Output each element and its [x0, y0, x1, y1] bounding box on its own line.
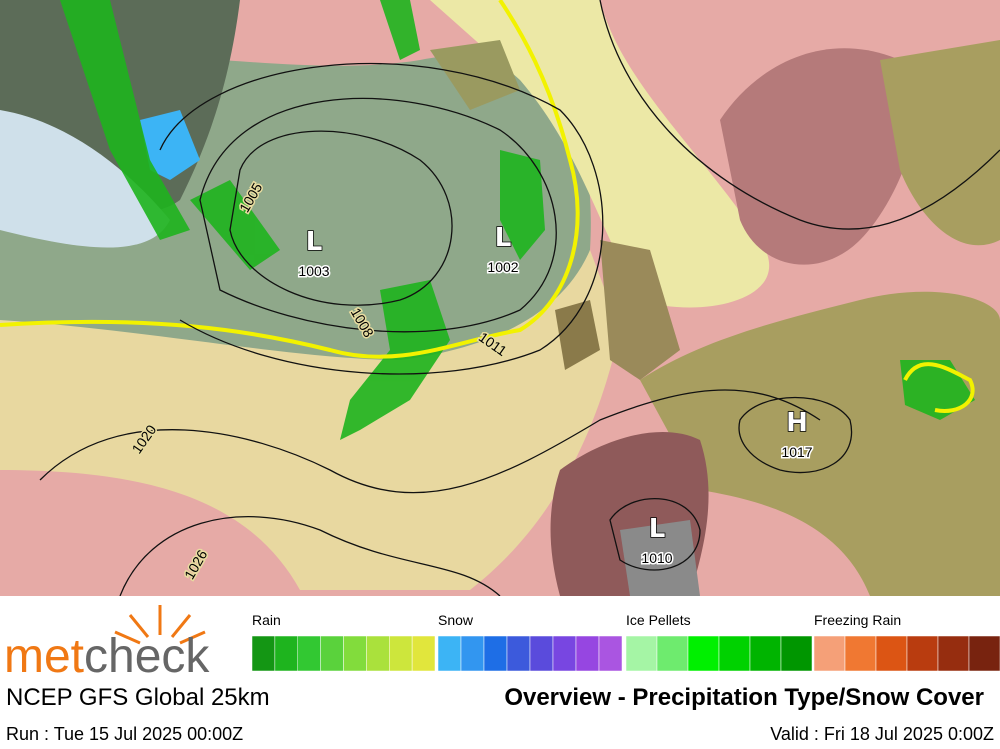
legend-label: Snow — [438, 612, 474, 628]
logo-sun-rays — [114, 605, 206, 645]
legend-swatch — [656, 635, 689, 672]
rain-area — [190, 180, 280, 270]
isobar — [738, 396, 853, 474]
logo-check: check — [84, 630, 210, 683]
legend-swatch — [320, 635, 344, 672]
model-name: NCEP GFS Global 25km — [6, 684, 270, 711]
legend-swatch — [274, 635, 298, 672]
snow-cover — [0, 110, 170, 248]
legend-swatch — [968, 635, 1000, 672]
pressure-value: 1010 — [641, 550, 672, 566]
legend-swatch — [552, 635, 577, 672]
legend-swatch — [937, 635, 970, 672]
map-title: Overview - Precipitation Type/Snow Cover — [504, 684, 984, 711]
legend-swatch — [366, 635, 390, 672]
snow-precip — [140, 110, 200, 180]
logo: metcheck — [4, 605, 210, 683]
legend-swatch — [844, 635, 877, 672]
ray — [114, 630, 141, 645]
logo-text: metcheck — [4, 630, 210, 683]
pressure-symbol: H — [786, 408, 808, 438]
rain-area — [60, 0, 190, 240]
pressure-symbol: L — [495, 223, 512, 253]
isobar — [599, 0, 1000, 230]
logo-met: met — [4, 630, 84, 683]
legend-label: Freezing Rain — [814, 612, 901, 628]
isobar — [229, 130, 453, 306]
legend-swatch — [718, 635, 751, 672]
legend-swatch — [749, 635, 782, 672]
legend-swatch — [506, 635, 531, 672]
legend-swatch — [625, 635, 658, 672]
freezing-line — [0, 0, 580, 359]
rain-area — [380, 0, 420, 60]
legend-swatch — [687, 635, 720, 672]
iceland — [430, 40, 520, 110]
pressure-value: 1002 — [487, 259, 518, 275]
valid-time: Valid : Fri 18 Jul 2025 0:00Z — [770, 724, 994, 744]
legend-swatch — [411, 635, 436, 672]
legend-swatch — [251, 635, 276, 672]
ray — [170, 614, 192, 638]
legend-swatch — [598, 635, 623, 672]
low-cloud — [620, 520, 700, 596]
britain — [600, 240, 680, 380]
legend-swatch — [389, 635, 413, 672]
pressure-value: 1017 — [781, 444, 812, 460]
pressure-symbol: L — [649, 514, 666, 544]
ray — [179, 630, 206, 645]
pressure-value: 1003 — [298, 263, 329, 279]
legend-swatch — [875, 635, 908, 672]
ireland — [555, 300, 600, 370]
legend-swatch — [460, 635, 485, 672]
yellow-area — [0, 250, 620, 590]
legend-swatch — [343, 635, 367, 672]
ray — [128, 614, 150, 638]
legend-swatch — [529, 635, 554, 672]
finland — [880, 40, 1000, 246]
rain-area — [500, 150, 545, 260]
pressure-symbol: L — [306, 227, 323, 257]
freezing-line — [903, 362, 975, 413]
legend-swatch — [437, 635, 462, 672]
rain-areas — [60, 0, 975, 440]
isobar — [119, 516, 501, 597]
legend-swatch — [780, 635, 813, 672]
legend-swatch — [906, 635, 939, 672]
yellow-band — [430, 0, 770, 308]
legend-label: Ice Pellets — [626, 612, 691, 628]
isobars — [39, 0, 1000, 597]
isobar — [609, 498, 701, 571]
legend-swatch — [813, 635, 846, 672]
legend-swatch — [575, 635, 600, 672]
legend-swatch — [483, 635, 508, 672]
run-time: Run : Tue 15 Jul 2025 00:00Z — [6, 724, 243, 744]
legend: Rain Snow Ice Pellets Freezing Rain — [251, 612, 1000, 672]
legend-label: Rain — [252, 612, 281, 628]
isobar — [199, 97, 557, 333]
legend-swatch — [297, 635, 321, 672]
rain-area — [340, 280, 450, 440]
isobar — [159, 62, 604, 375]
isobar — [39, 389, 821, 494]
footer — [0, 596, 1000, 749]
scandinavia — [720, 48, 917, 265]
